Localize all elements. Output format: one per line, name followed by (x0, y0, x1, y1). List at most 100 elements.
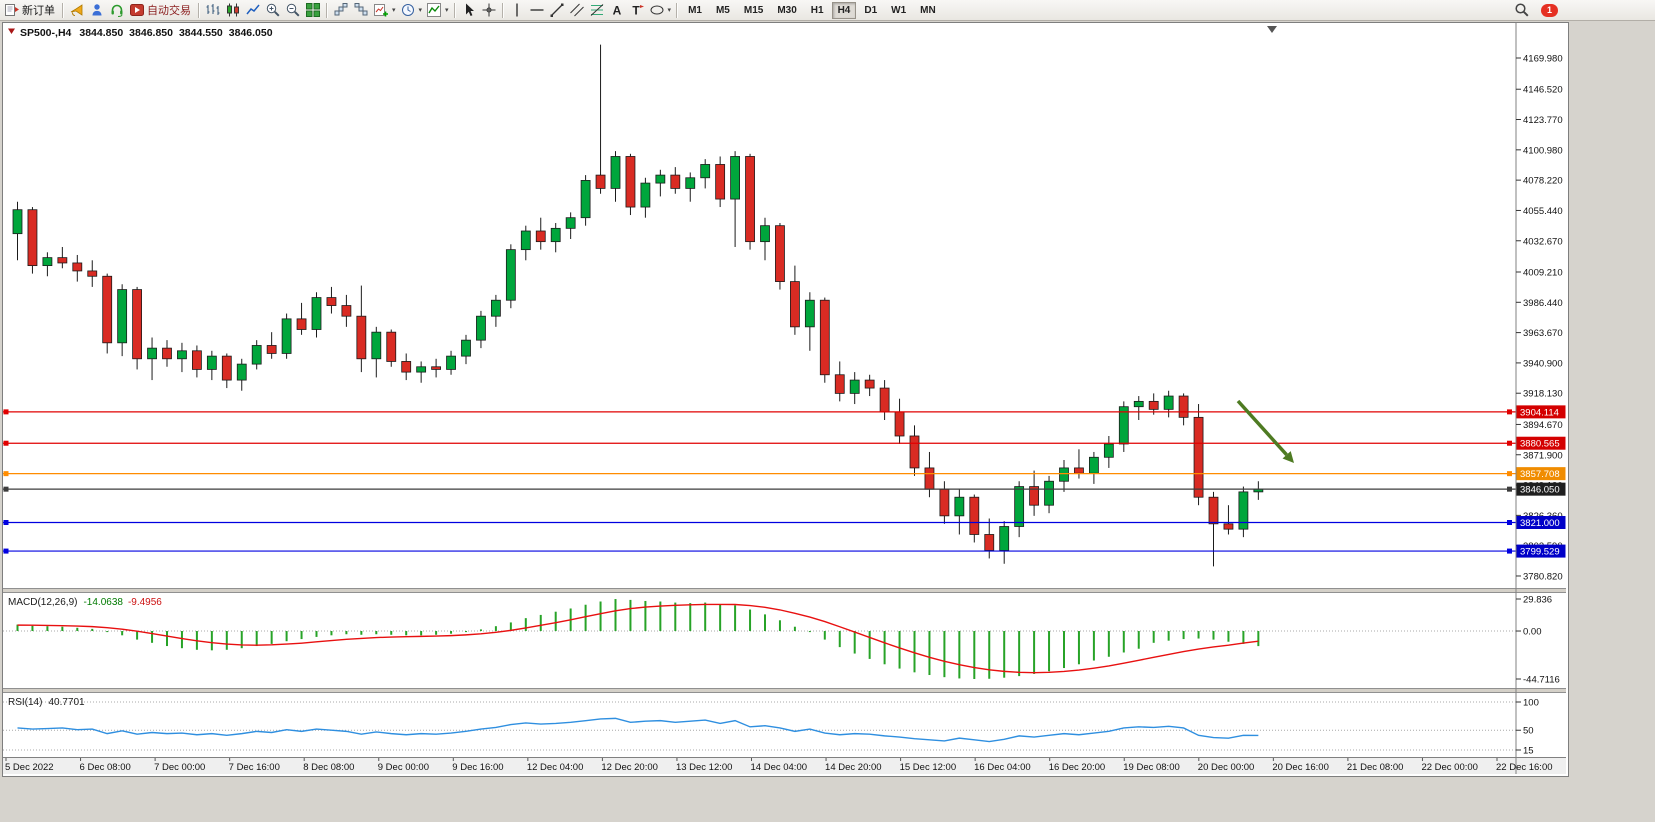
timeframe-mn[interactable]: MN (920, 4, 936, 16)
candle-body (431, 366, 442, 370)
autotrading-button[interactable]: 自动交易 (127, 1, 195, 19)
price-level-line-3880.565[interactable] (3, 440, 1516, 446)
toolbar: 新订单 自动交易 ▾ ▾ ▾ A T ▾ M1 M5 M15 M30 H1 H4 D1 W1 MN 1 (0, 0, 1655, 21)
macd-axis-label: 0.00 (1523, 627, 1542, 638)
timeframe-d1[interactable]: D1 (864, 4, 878, 16)
hline-icon (529, 2, 545, 18)
crosshair-icon (481, 2, 497, 18)
headset-icon (109, 2, 125, 18)
candle-body (595, 174, 606, 189)
time-axis[interactable] (3, 757, 1566, 774)
chart-shift-marker-icon[interactable] (1267, 26, 1277, 33)
price-level-line-3799.529[interactable] (3, 548, 1516, 554)
fibonacci-button[interactable] (587, 1, 607, 19)
notification-badge[interactable]: 1 (1541, 3, 1558, 17)
candle-body (461, 339, 471, 357)
horizontal-line-button[interactable] (527, 1, 547, 19)
zoom-out-button[interactable] (283, 1, 303, 19)
candle-body (27, 209, 38, 267)
candle-body (102, 275, 113, 344)
chevron-down-icon: ▾ (667, 7, 672, 14)
candle-body (311, 297, 322, 330)
candle-body (894, 411, 905, 437)
crosshair-button[interactable] (479, 1, 499, 19)
price-level-box-3857.708[interactable]: 3857.708 (1516, 467, 1566, 481)
timeframe-h4[interactable]: H4 (831, 1, 857, 19)
periods-button[interactable]: ▾ (398, 1, 425, 19)
candle-body (162, 347, 172, 360)
price-axis[interactable]: 4169.980 4146.520 4123.770 4100.980 4078.220… (1515, 23, 1563, 774)
shapes-button[interactable]: ▾ (647, 1, 674, 19)
zoom-in-button[interactable] (263, 1, 283, 19)
price-axis-label: 4009.210 (1523, 267, 1563, 278)
chart-header: SP500-,H4 3844.850 3846.850 3844.550 3846.05… (20, 27, 273, 39)
indicators-button[interactable]: ▾ (424, 1, 451, 19)
chart-symbol-period: SP500-,H4 (20, 27, 72, 39)
price-level-box-3799.529[interactable]: 3799.529 (1516, 544, 1566, 558)
time-axis-label: 14 Dec 04:00 (751, 762, 808, 773)
time-axis-label: 6 Dec 08:00 (80, 762, 131, 773)
trendline-button[interactable] (547, 1, 567, 19)
price-axis-label: 3940.900 (1523, 358, 1563, 369)
price-level-box-3904.114[interactable]: 3904.114 (1516, 405, 1566, 419)
candle-body (610, 156, 621, 189)
price-level-box-3846.050[interactable]: 3846.050 (1516, 482, 1566, 496)
cursor-button[interactable] (459, 1, 479, 19)
candle-body (580, 180, 591, 219)
cascade-windows-button[interactable] (331, 1, 351, 19)
candle-body (281, 318, 292, 354)
tile-horizontal-button[interactable] (351, 1, 371, 19)
candle-body (819, 299, 830, 376)
support-button[interactable] (107, 1, 127, 19)
timeframe-m1[interactable]: M1 (688, 4, 702, 16)
price-level-box-3880.565[interactable]: 3880.565 (1516, 436, 1566, 450)
time-axis-label: 22 Dec 16:00 (1496, 762, 1553, 773)
macd-axis-label: 29.836 (1523, 595, 1552, 606)
vertical-line-button[interactable] (507, 1, 527, 19)
candle-body (760, 225, 770, 243)
timeframe-m30[interactable]: M30 (777, 4, 797, 16)
candle-body (535, 230, 546, 243)
candle-body (939, 488, 950, 517)
search-button[interactable] (1512, 1, 1532, 19)
text-button[interactable]: A (607, 1, 627, 19)
pane-separator[interactable] (3, 688, 1566, 693)
candlestick-chart-button[interactable] (223, 1, 243, 19)
clock-icon (400, 2, 416, 18)
trend-arrow-annotation[interactable] (1236, 399, 1294, 463)
bar-chart-button[interactable] (203, 1, 223, 19)
timeframe-m5[interactable]: M5 (715, 4, 730, 16)
text-label-button[interactable]: T (627, 1, 647, 19)
line-chart-button[interactable] (243, 1, 263, 19)
candle-body (1074, 467, 1084, 474)
timeframe-m15[interactable]: M15 (743, 4, 764, 16)
candle-body (117, 289, 128, 344)
candle-body (849, 379, 860, 394)
svg-text:T: T (632, 4, 640, 18)
svg-text:3857.708: 3857.708 (1520, 469, 1560, 480)
price-level-line-3846.050[interactable] (3, 486, 1516, 492)
timeframe-h1[interactable]: H1 (810, 4, 824, 16)
price-level-line-3821.000[interactable] (3, 520, 1516, 526)
toolbar-separator (501, 2, 504, 18)
new-chart-button[interactable]: ▾ (371, 1, 398, 19)
svg-text:A: A (612, 4, 621, 18)
tile-windows-button[interactable] (303, 1, 323, 19)
channel-button[interactable] (567, 1, 587, 19)
toolbar-separator (453, 2, 456, 18)
price-level-line-3857.708[interactable] (3, 471, 1516, 477)
community-button[interactable] (87, 1, 107, 19)
line-icon (245, 2, 261, 18)
candle-body (625, 156, 636, 208)
price-level-box-3821.000[interactable]: 3821.000 (1516, 516, 1566, 530)
candle-body (177, 350, 187, 360)
candle-body (1059, 467, 1069, 482)
price-level-line-3904.114[interactable] (3, 409, 1516, 415)
new-order-button[interactable]: 新订单 (2, 1, 59, 19)
timeframe-w1[interactable]: W1 (891, 4, 907, 16)
time-axis-label: 9 Dec 00:00 (378, 762, 429, 773)
toolbar-separator (62, 2, 64, 18)
alerts-button[interactable] (67, 1, 87, 19)
shapes-icon (649, 2, 665, 18)
pane-separator[interactable] (3, 588, 1566, 593)
